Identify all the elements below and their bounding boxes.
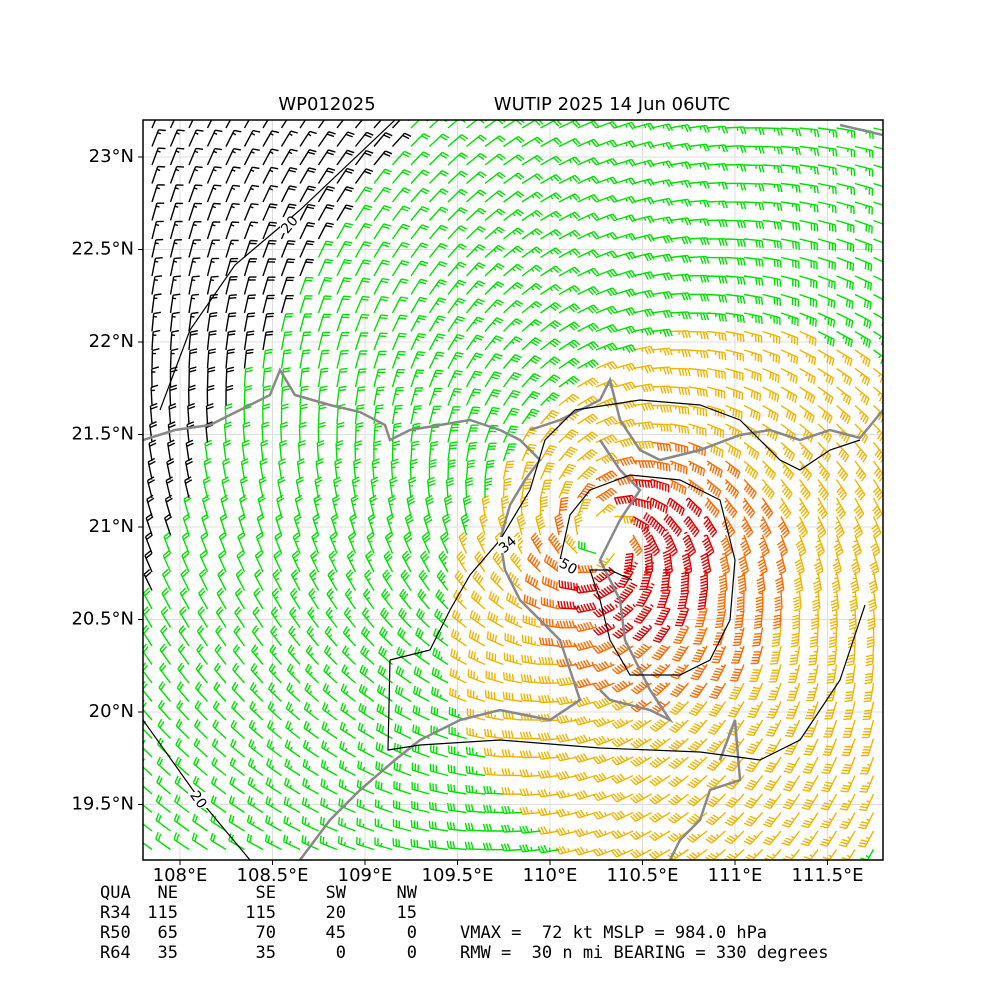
contour-label-bg xyxy=(280,217,300,233)
row-label: R64 xyxy=(100,943,131,963)
table-header: SE xyxy=(256,883,276,903)
table-cell: 115 xyxy=(147,903,178,923)
y-tick-label: 23°N xyxy=(89,146,134,167)
barb-group xyxy=(143,120,883,860)
table-cell: 35 xyxy=(256,943,276,963)
contour-label: 50 xyxy=(556,556,579,579)
table-header: SW xyxy=(326,883,347,903)
barb-group xyxy=(523,441,790,714)
table-cell: 70 xyxy=(256,923,276,943)
table-cell: 0 xyxy=(407,943,417,963)
storm-id: WP012025 xyxy=(278,94,375,115)
wind-barbs xyxy=(143,120,883,860)
x-tick-label: 108.5°E xyxy=(237,865,309,886)
contour-label-bg xyxy=(498,537,518,553)
y-tick-label: 19.5°N xyxy=(71,794,134,815)
y-tick-label: 21.5°N xyxy=(71,424,134,445)
x-tick-label: 111°E xyxy=(708,865,763,886)
table-cell: 0 xyxy=(407,923,417,943)
barb-group xyxy=(449,330,883,860)
y-tick-label: 22°N xyxy=(89,331,134,352)
y-tick-label: 20°N xyxy=(89,701,134,722)
table-header: NW xyxy=(397,883,418,903)
x-tick-label: 108°E xyxy=(153,865,208,886)
y-tick-label: 22.5°N xyxy=(71,239,134,260)
barb-group xyxy=(143,120,412,591)
table-cell: 115 xyxy=(245,903,276,923)
table-cell: 20 xyxy=(326,903,346,923)
table-cell: 0 xyxy=(336,943,346,963)
table-header: QUA xyxy=(100,883,131,903)
row-label: R34 xyxy=(100,903,131,923)
table-header: NE xyxy=(158,883,178,903)
rmw-info: RMW = 30 n mi BEARING = 330 degrees xyxy=(460,943,828,963)
x-tick-label: 109.5°E xyxy=(422,865,494,886)
x-tick-label: 110°E xyxy=(523,865,578,886)
table-cell: 15 xyxy=(397,903,417,923)
y-tick-label: 21°N xyxy=(89,516,134,537)
row-label: R50 xyxy=(100,923,131,943)
table-cell: 65 xyxy=(158,923,178,943)
table-cell: 35 xyxy=(158,943,178,963)
coastline xyxy=(143,123,883,860)
table-cell: 45 xyxy=(326,923,346,943)
contour-label-bg xyxy=(188,792,208,808)
chart-title: WUTIP 2025 14 Jun 06UTC xyxy=(494,94,730,115)
contour-label: 20 xyxy=(278,213,302,237)
contour-label-bg xyxy=(558,559,578,575)
x-tick-label: 110.5°E xyxy=(607,865,679,886)
vmax-info: VMAX = 72 kt MSLP = 984.0 hPa xyxy=(460,923,767,943)
y-tick-label: 20.5°N xyxy=(71,609,134,630)
x-tick-label: 109°E xyxy=(338,865,393,886)
plot-frame xyxy=(142,119,884,861)
x-tick-label: 111.5°E xyxy=(792,865,864,886)
